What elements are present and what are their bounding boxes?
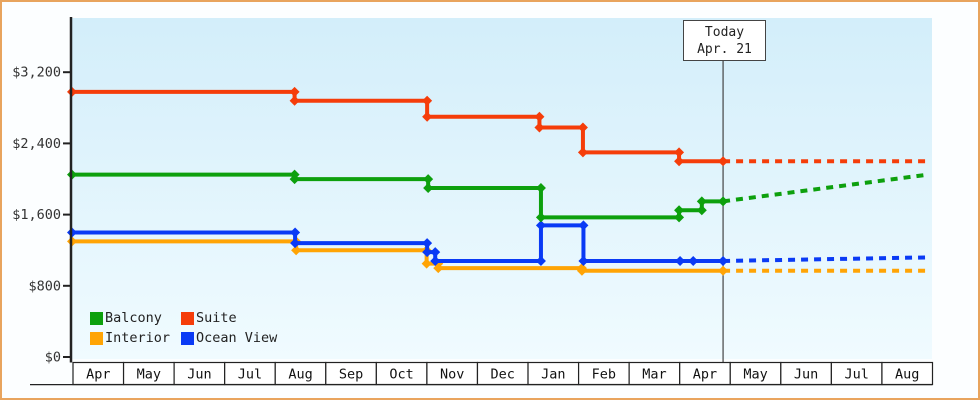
data-point-balcony [674, 212, 685, 223]
legend-swatch-suite [181, 311, 194, 325]
data-point-balcony [423, 174, 434, 185]
series-projection-balcony [722, 172, 929, 204]
data-point-interior [433, 263, 444, 274]
data-point-interior [576, 265, 587, 276]
month-label: Oct [389, 367, 413, 383]
month-label: May [137, 367, 161, 383]
data-point-suite [422, 111, 433, 122]
data-point-interior [718, 265, 729, 276]
data-point-ocean-view [430, 255, 441, 266]
data-point-suite [534, 111, 545, 122]
data-point-ocean-view [535, 220, 546, 231]
legend-swatch-balcony [90, 311, 103, 325]
y-tick-label: $1,600 [12, 207, 61, 223]
month-label: Jul [238, 367, 262, 383]
data-point-balcony [535, 182, 546, 193]
data-point-suite [289, 95, 300, 106]
data-point-suite [422, 95, 433, 106]
data-point-interior [291, 245, 302, 256]
legend-swatch-ocean-view [181, 331, 194, 345]
today-marker-title: Today [704, 24, 745, 40]
data-point-ocean-view [422, 247, 433, 258]
data-point-balcony [696, 205, 707, 216]
data-point-ocean-view [290, 227, 301, 238]
data-point-ocean-view [718, 255, 729, 266]
data-point-balcony [674, 205, 685, 216]
data-point-balcony [696, 196, 707, 207]
data-point-suite [289, 86, 300, 97]
legend-label-balcony: Balcony [105, 310, 162, 326]
month-label: Apr [86, 367, 110, 383]
data-point-ocean-view [430, 247, 441, 258]
y-tick-label: $800 [28, 278, 61, 294]
data-point-balcony [535, 212, 546, 223]
month-label: Aug [288, 367, 312, 383]
month-label: Dec [491, 367, 515, 383]
y-tick-label: $3,200 [12, 65, 61, 81]
legend-item-suite: Suite [181, 310, 277, 326]
series-line-ocean-view [72, 223, 724, 263]
legend-item-ocean-view: Ocean View [181, 330, 278, 346]
data-point-suite [534, 122, 545, 133]
month-label: Aug [895, 367, 919, 383]
data-point-suite [577, 122, 588, 133]
y-tick-label: $0 [45, 350, 61, 366]
today-marker-box: Today Apr. 21 [683, 20, 766, 61]
month-label: Jan [541, 367, 565, 383]
legend-item-interior: Interior [90, 330, 181, 346]
data-point-suite [674, 147, 685, 158]
data-point-ocean-view [578, 220, 589, 231]
data-point-suite [577, 147, 588, 158]
data-point-ocean-view [422, 238, 433, 249]
data-point-ocean-view [290, 238, 301, 249]
data-point-balcony [423, 182, 434, 193]
legend-label-interior: Interior [105, 330, 171, 346]
data-point-ocean-view [535, 255, 546, 266]
month-label: Mar [642, 367, 666, 383]
month-label: Feb [592, 367, 616, 383]
data-point-suite [674, 156, 685, 167]
month-label: Jul [844, 367, 868, 383]
data-point-suite [718, 156, 729, 167]
legend-label-suite: Suite [196, 310, 237, 326]
legend-item-balcony: Balcony [90, 310, 181, 326]
legend-swatch-interior [90, 331, 103, 345]
month-label: Jun [794, 367, 818, 383]
today-marker-date: Apr. 21 [697, 41, 752, 57]
month-label: Nov [440, 367, 464, 383]
legend-label-ocean-view: Ocean View [196, 330, 278, 346]
month-label: May [743, 367, 767, 383]
series-projection-ocean-view [723, 255, 928, 263]
data-point-ocean-view [578, 255, 589, 266]
data-point-interior [421, 258, 432, 269]
y-tick-label: $2,400 [12, 136, 61, 152]
data-point-balcony [289, 174, 300, 185]
month-label: Apr [693, 367, 717, 383]
data-point-balcony [718, 196, 729, 207]
data-point-ocean-view [688, 255, 699, 266]
chart-legend: Balcony Suite Interior Ocean View [90, 310, 278, 346]
data-point-ocean-view [675, 255, 686, 266]
month-label: Sep [339, 367, 363, 383]
month-label: Jun [187, 367, 211, 383]
